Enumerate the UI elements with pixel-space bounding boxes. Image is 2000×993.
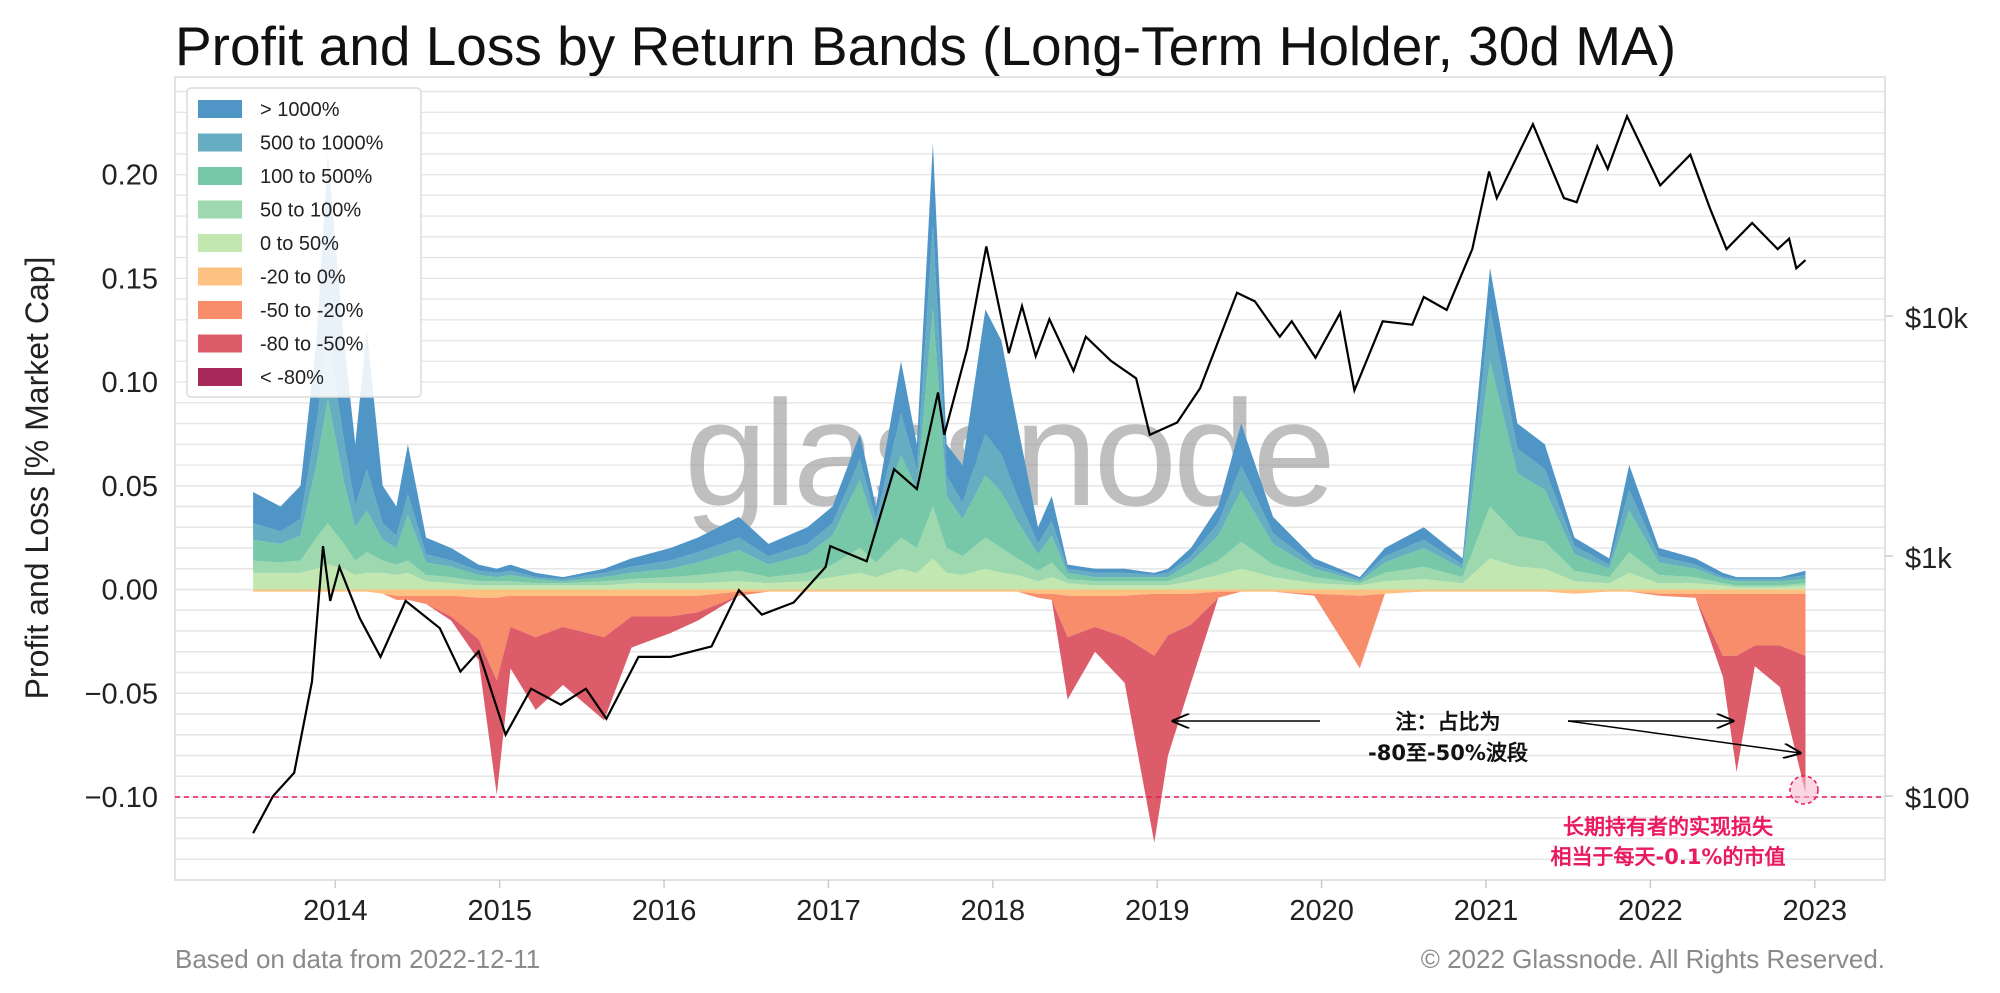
x-tick-label: 2020 <box>1289 895 1354 927</box>
gridlines <box>175 90 1885 881</box>
legend-label: > 1000% <box>260 99 340 121</box>
legend-label: -50 to -20% <box>260 300 364 322</box>
annotation-note-line2: -80至-50%波段 <box>1368 741 1528 765</box>
y-tick-label: 0.10 <box>102 367 158 399</box>
legend-swatch <box>198 368 242 386</box>
area-band-neg-50-to-20 <box>253 591 1806 681</box>
legend: > 1000% 500 to 1000% 100 to 500% 50 to 100%… <box>186 87 422 398</box>
highlight-text-line2: 相当于每天-0.1%的市值 <box>1551 845 1786 869</box>
highlight-text-line1: 长期持有者的实现损失 <box>1563 815 1774 839</box>
legend-label: -80 to -50% <box>260 334 364 356</box>
legend-label: 100 to 500% <box>260 166 373 188</box>
price-line <box>252 113 1807 834</box>
x-tick-label: 2021 <box>1454 895 1519 927</box>
legend-label: -20 to 0% <box>260 267 346 289</box>
area-band-50-to-100 <box>253 506 1806 588</box>
x-axis-ticks: 2014 2015 2016 2017 2018 2019 2020 2021 2022 2023 <box>303 880 1847 927</box>
legend-label: 0 to 50% <box>260 233 339 255</box>
annotation-arrow <box>1567 720 1800 753</box>
legend-swatch <box>198 100 242 118</box>
legend-label: 50 to 100% <box>260 200 361 222</box>
annotation-note-line1: 注：占比为 <box>1396 710 1501 734</box>
y-axis-label: Profit and Loss [% Market Cap] <box>19 257 55 700</box>
y2-tick-label: $100 <box>1905 783 1970 815</box>
legend-label: 500 to 1000% <box>260 133 384 155</box>
y-tick-label: 0.20 <box>102 160 158 192</box>
stacked-areas <box>253 143 1806 843</box>
legend-label: < -80% <box>260 367 324 389</box>
footer-copyright: © 2022 Glassnode. All Rights Reserved. <box>1421 944 1885 974</box>
y-tick-label: 0.00 <box>102 575 158 607</box>
x-tick-label: 2017 <box>796 895 861 927</box>
plot-frame <box>174 76 1886 881</box>
x-tick-label: 2015 <box>467 895 532 927</box>
y-axis-ticks: −0.10 −0.05 0.00 0.05 0.10 0.15 0.20 <box>85 160 158 814</box>
legend-swatch <box>198 234 242 252</box>
x-tick-label: 2014 <box>303 895 368 927</box>
x-tick-label: 2019 <box>1125 895 1190 927</box>
legend-swatch <box>198 133 242 152</box>
y-tick-label: −0.05 <box>85 678 158 710</box>
y-tick-label: −0.10 <box>85 782 158 814</box>
y2-axis-ticks: $100 $1k $10k <box>1885 303 1970 815</box>
area-band-0-to-50 <box>253 558 1806 590</box>
x-tick-label: 2016 <box>632 895 697 927</box>
y-tick-label: 0.15 <box>102 263 158 295</box>
chart-title: Profit and Loss by Return Bands (Long-Te… <box>175 15 1676 77</box>
annotation: 注：占比为 -80至-50%波段 长期持有者的实现损失 相当于每天-0.1%的市… <box>1173 710 1819 869</box>
legend-swatch <box>198 200 242 219</box>
legend-swatch <box>198 267 242 286</box>
area-band-neg-20-to-0 <box>253 589 1806 598</box>
x-tick-label: 2022 <box>1618 895 1683 927</box>
x-tick-label: 2023 <box>1782 895 1847 927</box>
area-band-100-to-500 <box>253 309 1806 586</box>
y2-tick-label: $1k <box>1905 543 1952 575</box>
footer-data-date: Based on data from 2022-12-11 <box>175 944 540 974</box>
y2-tick-label: $10k <box>1905 303 1968 335</box>
area-band-1000 <box>253 143 1806 580</box>
legend-swatch <box>198 167 242 185</box>
legend-swatch <box>198 334 242 353</box>
legend-box <box>186 87 422 398</box>
x-tick-label: 2018 <box>961 895 1026 927</box>
area-band-500-to-1000 <box>253 226 1806 582</box>
y-tick-label: 0.05 <box>102 471 158 503</box>
legend-swatch <box>198 301 242 319</box>
highlight-circle <box>1789 775 1819 805</box>
